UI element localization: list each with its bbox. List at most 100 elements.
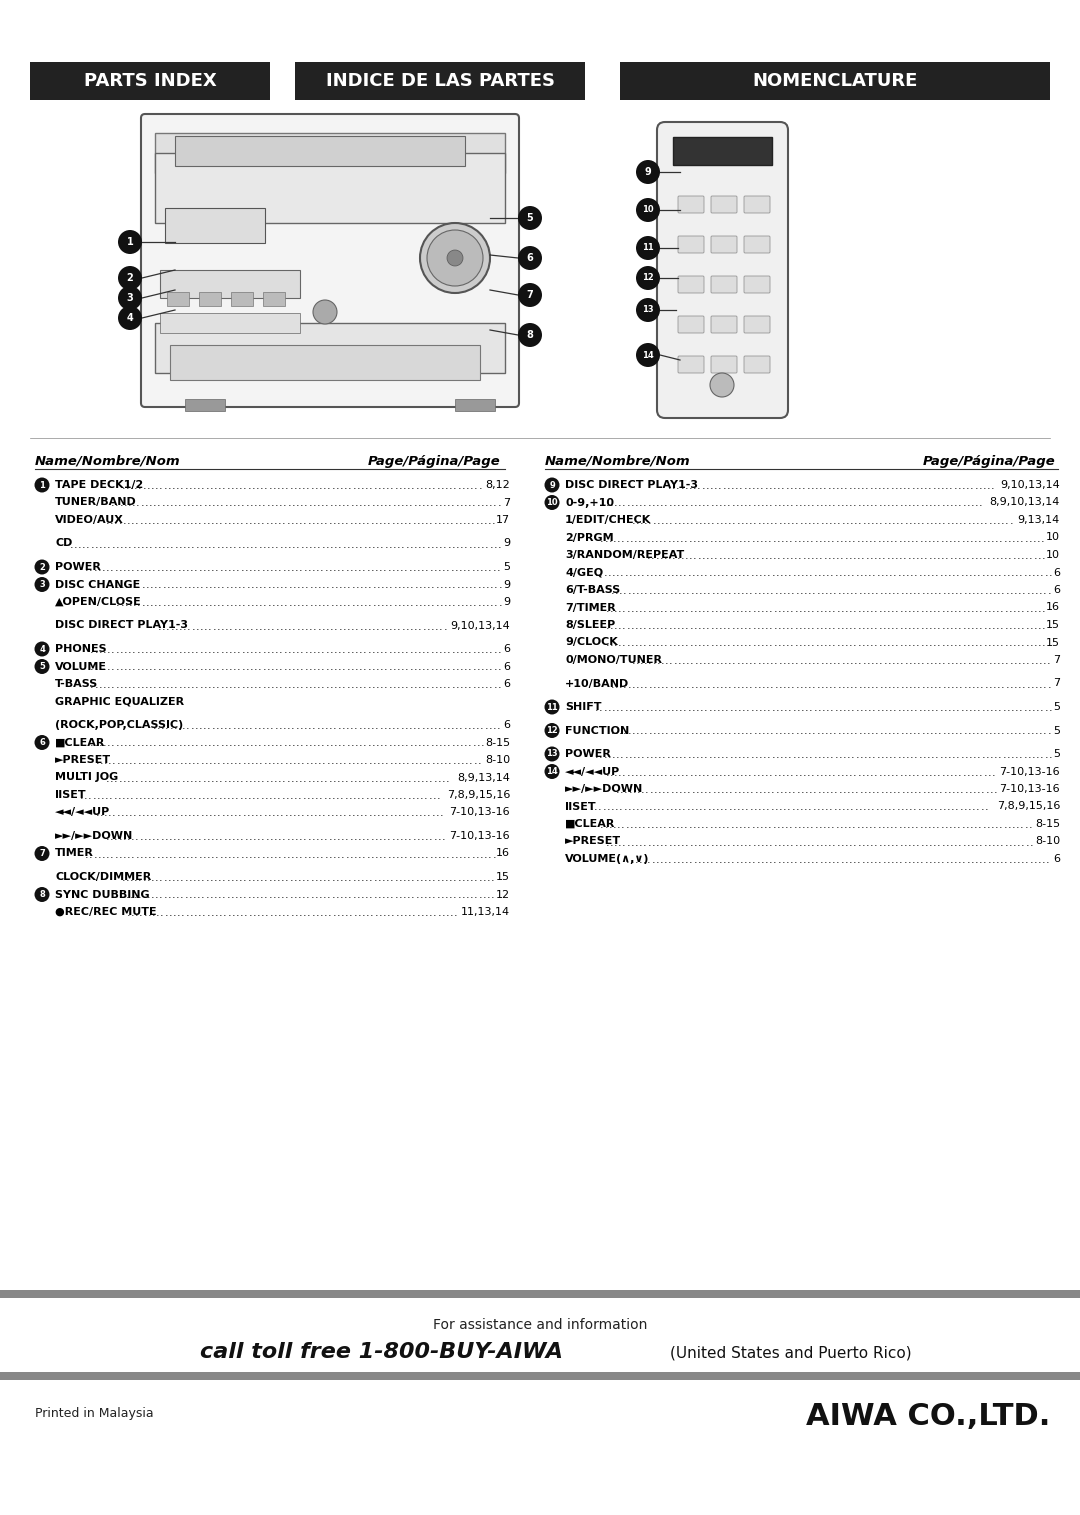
- Text: .: .: [275, 598, 280, 608]
- Text: .: .: [755, 785, 758, 795]
- Text: .: .: [113, 791, 117, 801]
- Text: .: .: [384, 645, 388, 654]
- Text: 1: 1: [126, 236, 133, 247]
- Text: .: .: [677, 603, 680, 614]
- Text: .: .: [1026, 656, 1030, 667]
- Text: .: .: [287, 539, 292, 550]
- Text: .: .: [163, 756, 166, 767]
- Text: .: .: [342, 539, 346, 550]
- Text: .: .: [917, 586, 921, 595]
- Text: .: .: [434, 645, 438, 654]
- Circle shape: [118, 267, 141, 289]
- Text: .: .: [168, 564, 173, 573]
- Text: .: .: [920, 498, 924, 509]
- Text: .: .: [996, 854, 999, 865]
- Text: .: .: [447, 721, 450, 732]
- Text: .: .: [812, 727, 815, 736]
- Text: .: .: [858, 551, 861, 561]
- Text: .: .: [201, 480, 205, 491]
- Text: .: .: [761, 586, 766, 595]
- Text: 7/TIMER: 7/TIMER: [565, 603, 616, 612]
- Text: .: .: [758, 785, 762, 795]
- Text: .: .: [962, 768, 966, 777]
- Text: .: .: [615, 727, 619, 736]
- Text: .: .: [1031, 703, 1036, 714]
- Text: .: .: [997, 727, 1001, 736]
- Text: .: .: [203, 564, 206, 573]
- Text: .: .: [342, 662, 346, 673]
- Text: .: .: [698, 551, 701, 561]
- Text: .: .: [300, 498, 303, 509]
- Text: .: .: [939, 680, 942, 689]
- Text: .: .: [318, 680, 321, 689]
- Text: .: .: [273, 791, 276, 801]
- Text: .: .: [94, 680, 98, 689]
- Text: .: .: [853, 498, 856, 509]
- Text: .: .: [615, 680, 619, 689]
- Text: .: .: [901, 586, 904, 595]
- Text: .: .: [708, 785, 712, 795]
- Text: .: .: [872, 803, 875, 812]
- Text: .: .: [745, 517, 748, 526]
- Text: .: .: [173, 774, 177, 783]
- Text: .: .: [799, 586, 804, 595]
- Text: .: .: [815, 854, 819, 865]
- Text: .: .: [362, 850, 366, 859]
- Text: .: .: [964, 750, 969, 761]
- Text: .: .: [254, 539, 258, 550]
- Text: .: .: [433, 517, 437, 526]
- Text: .: .: [360, 756, 364, 767]
- Text: .: .: [400, 907, 403, 918]
- Text: .: .: [442, 832, 445, 842]
- Text: .: .: [420, 480, 423, 491]
- Text: .: .: [708, 750, 712, 761]
- Text: .: .: [264, 598, 267, 608]
- Text: .: .: [923, 533, 928, 544]
- Text: .: .: [1009, 854, 1012, 865]
- Text: .: .: [955, 803, 959, 812]
- Text: 8-10: 8-10: [1035, 836, 1059, 847]
- Text: .: .: [227, 891, 230, 900]
- Text: .: .: [324, 774, 328, 783]
- Text: .: .: [942, 638, 945, 648]
- Text: .: .: [964, 703, 969, 714]
- Text: .: .: [740, 838, 743, 847]
- Text: INDICE DE LAS PARTES: INDICE DE LAS PARTES: [325, 73, 554, 89]
- Text: .: .: [107, 738, 110, 748]
- Text: .: .: [639, 603, 643, 614]
- Text: .: .: [229, 645, 232, 654]
- Text: .: .: [874, 638, 878, 648]
- Text: .: .: [122, 791, 125, 801]
- Text: .: .: [853, 838, 856, 847]
- Text: .: .: [289, 873, 293, 883]
- Text: .: .: [900, 498, 903, 509]
- Text: .: .: [261, 721, 266, 732]
- Text: .: .: [296, 645, 299, 654]
- Text: .: .: [947, 803, 950, 812]
- Text: .: .: [1024, 703, 1027, 714]
- Text: .: .: [355, 645, 359, 654]
- Text: .: .: [303, 564, 307, 573]
- Text: .: .: [731, 768, 735, 777]
- Text: .: .: [931, 750, 934, 761]
- Text: .: .: [976, 656, 980, 667]
- Text: .: .: [674, 680, 677, 689]
- Text: ◄◄/◄◄UP: ◄◄/◄◄UP: [55, 807, 110, 818]
- Text: .: .: [687, 750, 691, 761]
- Text: .: .: [673, 603, 676, 614]
- Text: .: .: [681, 656, 686, 667]
- Text: .: .: [821, 803, 824, 812]
- Text: .: .: [748, 498, 752, 509]
- Text: .: .: [954, 638, 958, 648]
- Text: .: .: [140, 738, 145, 748]
- Text: .: .: [604, 750, 607, 761]
- Text: .: .: [409, 662, 413, 673]
- Text: .: .: [888, 727, 891, 736]
- Text: .: .: [853, 854, 856, 865]
- Text: .: .: [254, 498, 257, 509]
- Text: .: .: [453, 598, 456, 608]
- Text: .: .: [191, 680, 194, 689]
- Text: .: .: [997, 656, 1000, 667]
- Text: .: .: [177, 564, 181, 573]
- Text: .: .: [97, 850, 102, 859]
